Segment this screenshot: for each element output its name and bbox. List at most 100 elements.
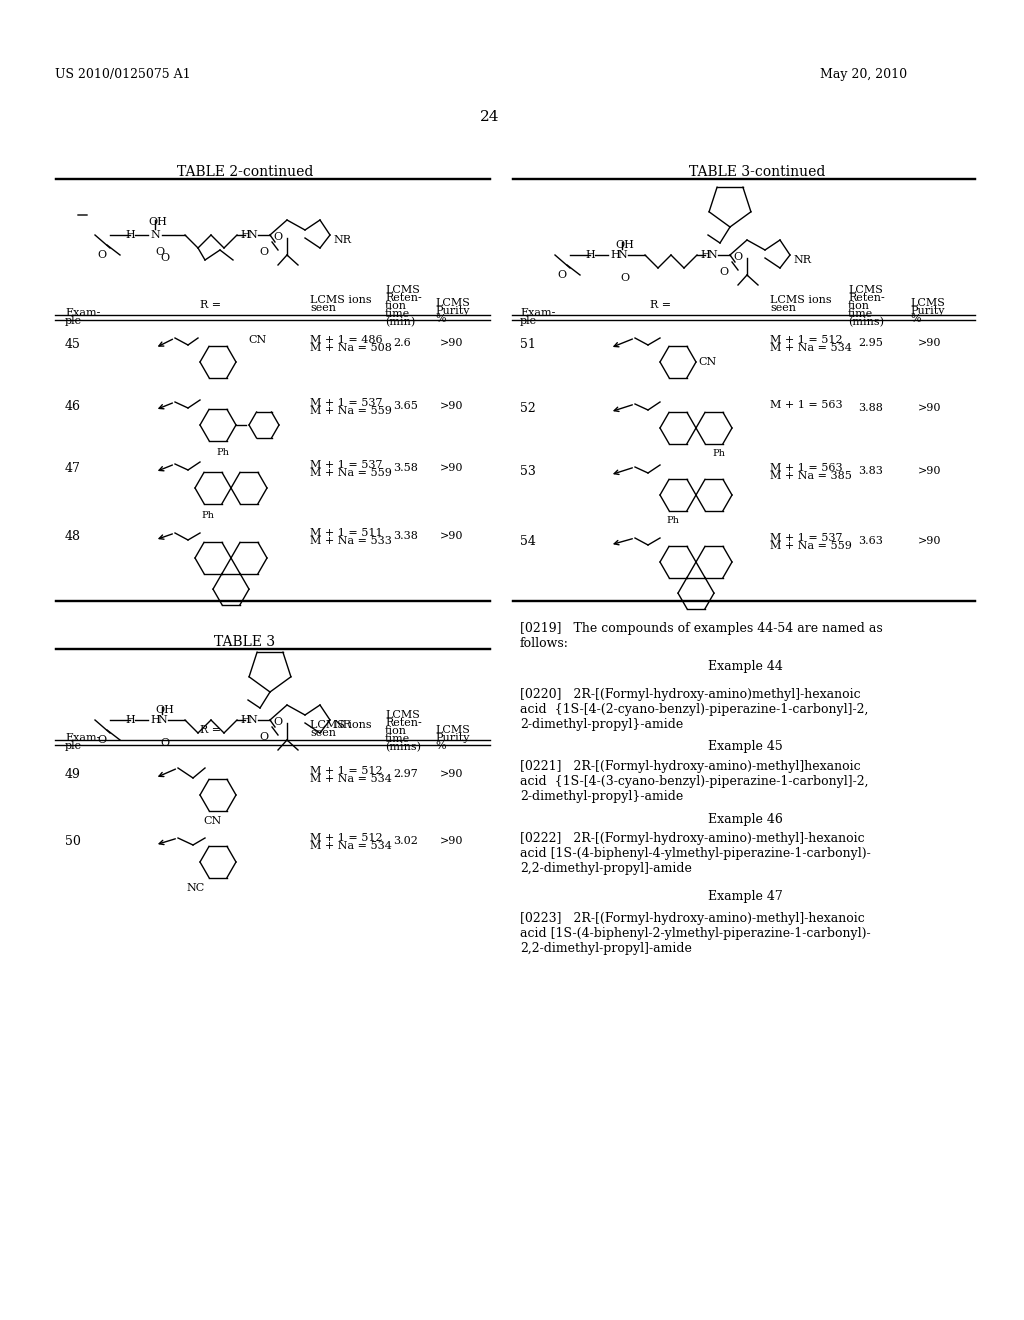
Text: Exam-: Exam-: [520, 308, 555, 318]
Text: 53: 53: [520, 465, 536, 478]
Text: Example 47: Example 47: [708, 890, 782, 903]
Text: tion: tion: [385, 301, 407, 312]
Text: R =: R =: [650, 300, 671, 310]
Text: [0220]   2R-[(Formyl-hydroxy-amino)methyl]-hexanoic
acid  {1S-[4-(2-cyano-benzyl: [0220] 2R-[(Formyl-hydroxy-amino)methyl]…: [520, 688, 868, 731]
Text: Exam-: Exam-: [65, 308, 100, 318]
Text: H: H: [125, 715, 135, 725]
Text: time: time: [385, 734, 411, 744]
Text: 54: 54: [520, 535, 536, 548]
Text: M + 1 = 537: M + 1 = 537: [310, 399, 383, 408]
Text: %: %: [435, 741, 445, 751]
Text: N: N: [617, 249, 627, 260]
Text: M + 1 = 512: M + 1 = 512: [310, 766, 383, 776]
Text: TABLE 2-continued: TABLE 2-continued: [177, 165, 313, 180]
Text: >90: >90: [440, 836, 464, 846]
Text: 46: 46: [65, 400, 81, 413]
Text: M + Na = 534: M + Na = 534: [310, 774, 392, 784]
Text: >90: >90: [440, 338, 464, 348]
Text: OH: OH: [148, 216, 167, 227]
Text: N: N: [157, 715, 167, 725]
Text: >90: >90: [918, 403, 941, 413]
Text: LCMS ions: LCMS ions: [310, 719, 372, 730]
Text: tion: tion: [385, 726, 407, 737]
Text: tion: tion: [848, 301, 870, 312]
Text: time: time: [848, 309, 873, 319]
Text: N: N: [708, 249, 717, 260]
Text: LCMS: LCMS: [910, 298, 945, 308]
Text: 3.65: 3.65: [393, 401, 418, 411]
Text: CN: CN: [248, 335, 266, 345]
Text: H: H: [151, 715, 160, 725]
Text: LCMS: LCMS: [848, 285, 883, 294]
Text: LCMS ions: LCMS ions: [310, 294, 372, 305]
Text: M + 1 = 486: M + 1 = 486: [310, 335, 383, 345]
Text: (mins): (mins): [385, 742, 421, 752]
Text: NR: NR: [793, 255, 811, 265]
Text: M + Na = 508: M + Na = 508: [310, 343, 392, 352]
Text: NR: NR: [333, 235, 351, 246]
Text: O: O: [156, 247, 165, 257]
Text: LCMS ions: LCMS ions: [770, 294, 831, 305]
Text: >90: >90: [440, 463, 464, 473]
Text: M + 1 = 537: M + 1 = 537: [770, 533, 843, 543]
Text: M + 1 = 563: M + 1 = 563: [770, 463, 843, 473]
Text: Reten-: Reten-: [385, 293, 422, 304]
Text: >90: >90: [440, 531, 464, 541]
Text: LCMS: LCMS: [385, 710, 420, 719]
Text: M + Na = 534: M + Na = 534: [770, 343, 852, 352]
Text: LCMS: LCMS: [385, 285, 420, 294]
Text: 48: 48: [65, 531, 81, 543]
Text: N: N: [151, 230, 160, 240]
Text: 2.6: 2.6: [393, 338, 411, 348]
Text: H: H: [240, 230, 250, 240]
Text: O: O: [273, 717, 283, 727]
Text: 47: 47: [65, 462, 81, 475]
Text: Purity: Purity: [435, 733, 469, 743]
Text: Purity: Purity: [910, 306, 944, 315]
Text: Ph: Ph: [216, 447, 229, 457]
Text: May 20, 2010: May 20, 2010: [820, 69, 907, 81]
Text: Example 44: Example 44: [708, 660, 782, 673]
Text: Reten-: Reten-: [848, 293, 885, 304]
Text: >90: >90: [918, 466, 941, 477]
Text: (min): (min): [385, 317, 416, 327]
Text: ple: ple: [65, 741, 82, 751]
Text: ple: ple: [520, 315, 538, 326]
Text: O: O: [97, 735, 106, 744]
Text: R =: R =: [200, 725, 221, 735]
Text: ple: ple: [65, 315, 82, 326]
Text: OH: OH: [615, 240, 634, 249]
Text: [0223]   2R-[(Formyl-hydroxy-amino)-methyl]-hexanoic
acid [1S-(4-biphenyl-2-ylme: [0223] 2R-[(Formyl-hydroxy-amino)-methyl…: [520, 912, 870, 954]
Text: O: O: [733, 252, 742, 261]
Text: CN: CN: [698, 356, 716, 367]
Text: >90: >90: [440, 770, 464, 779]
Text: H: H: [240, 715, 250, 725]
Text: M + 1 = 563: M + 1 = 563: [770, 400, 843, 411]
Text: >90: >90: [918, 338, 941, 348]
Text: H: H: [125, 230, 135, 240]
Text: R =: R =: [200, 300, 221, 310]
Text: 52: 52: [520, 403, 536, 414]
Text: TABLE 3: TABLE 3: [214, 635, 275, 649]
Text: O: O: [97, 249, 106, 260]
Text: Exam-: Exam-: [65, 733, 100, 743]
Text: [0221]   2R-[(Formyl-hydroxy-amino)-methyl]hexanoic
acid  {1S-[4-(3-cyano-benzyl: [0221] 2R-[(Formyl-hydroxy-amino)-methyl…: [520, 760, 868, 803]
Text: Ph: Ph: [202, 511, 214, 520]
Text: O: O: [273, 232, 283, 242]
Text: LCMS: LCMS: [435, 298, 470, 308]
Text: 3.88: 3.88: [858, 403, 883, 413]
Text: NR: NR: [333, 719, 351, 730]
Text: H: H: [585, 249, 595, 260]
Text: seen: seen: [310, 304, 336, 313]
Text: LCMS: LCMS: [435, 725, 470, 735]
Text: %: %: [910, 314, 921, 323]
Text: >90: >90: [440, 401, 464, 411]
Text: H: H: [610, 249, 620, 260]
Text: M + Na = 559: M + Na = 559: [310, 407, 392, 416]
Text: Reten-: Reten-: [385, 718, 422, 729]
Text: 24: 24: [480, 110, 500, 124]
Text: O: O: [161, 253, 170, 263]
Text: 49: 49: [65, 768, 81, 781]
Text: Ph: Ph: [713, 449, 725, 458]
Text: Purity: Purity: [435, 306, 469, 315]
